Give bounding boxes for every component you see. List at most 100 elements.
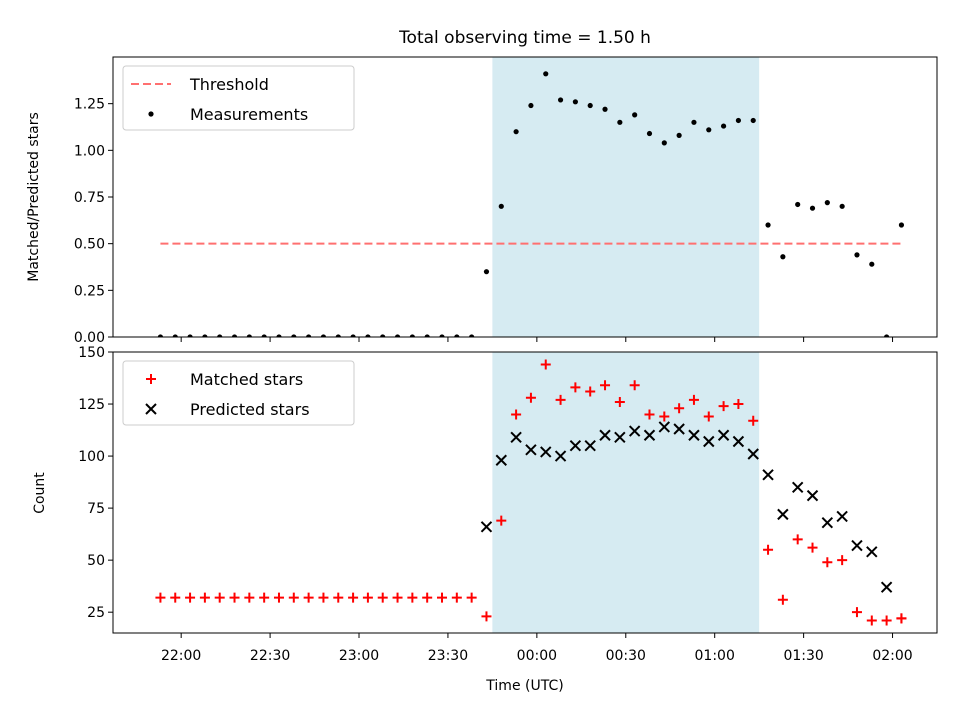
measurement-point xyxy=(602,106,608,112)
measurement-point xyxy=(350,334,356,337)
predicted-star-point xyxy=(643,429,656,441)
measurement-point xyxy=(646,130,653,137)
bottom-panel: 25 50 75 100 125 150 22:00 22:30 23:00 23:30 00:00… xyxy=(78,345,938,664)
x-tick-label: 22:30 xyxy=(250,648,290,664)
x-tick-label: 01:30 xyxy=(783,648,823,664)
shaded-span xyxy=(492,352,760,633)
matched-star-point xyxy=(511,409,522,420)
predicted-star-point xyxy=(614,431,626,444)
measurement-point xyxy=(172,334,178,337)
bottom-y-axis-label: Count xyxy=(32,472,48,514)
legend-label: Matched stars xyxy=(190,370,303,389)
matched-star-point xyxy=(199,592,210,603)
predicted-star-point xyxy=(599,429,611,441)
measurement-point xyxy=(676,132,682,138)
measurement-point xyxy=(884,334,890,337)
measurement-point xyxy=(394,334,401,337)
predicted-star-point xyxy=(791,481,804,494)
predicted-star-point xyxy=(866,546,878,558)
measurement-point xyxy=(202,334,208,337)
axes-frame xyxy=(112,56,938,338)
predicted-star-point xyxy=(836,510,848,523)
legend-matched-swatch xyxy=(146,374,156,384)
matched-star-point xyxy=(555,394,566,405)
measurement-point xyxy=(276,334,282,337)
matched-star-point xyxy=(451,592,462,603)
measurement-point xyxy=(795,201,801,208)
y-tick-label: 0.25 xyxy=(74,283,105,299)
chart-title: Total observing time = 1.50 h xyxy=(398,28,651,48)
measurement-point xyxy=(587,102,593,109)
matched-star-point xyxy=(496,515,507,526)
measurement-point xyxy=(231,334,238,337)
predicted-star-point xyxy=(821,516,834,529)
matched-star-point xyxy=(807,542,818,553)
measurement-point xyxy=(898,222,905,228)
x-tick-label: 23:00 xyxy=(339,648,379,664)
matched-star-point xyxy=(185,592,196,603)
matched-star-point xyxy=(659,411,670,422)
plot-area xyxy=(157,71,905,337)
matched-star-point xyxy=(303,592,314,603)
matched-star-point xyxy=(748,415,759,426)
legend-box xyxy=(122,360,355,426)
predicted-star-point xyxy=(525,444,537,456)
matched-star-point xyxy=(229,592,240,603)
predicted-star-point xyxy=(880,581,893,593)
top-panel: 0.00 0.25 0.50 0.75 1.00 1.25 Threshold Measure… xyxy=(74,56,938,346)
y-tick-label: 0.50 xyxy=(74,237,105,253)
measurement-point xyxy=(780,254,786,260)
measurement-point xyxy=(750,117,756,124)
matched-star-point xyxy=(422,592,433,603)
matched-star-point xyxy=(703,411,714,422)
axes-frame xyxy=(112,351,938,634)
matched-star-point xyxy=(896,613,907,624)
measurement-point xyxy=(380,334,386,337)
matched-star-point xyxy=(614,396,625,407)
predicted-star-point xyxy=(777,508,789,521)
predicted-star-point xyxy=(762,469,774,481)
matched-star-point xyxy=(362,592,373,603)
y-tick-label: 75 xyxy=(87,501,105,517)
matched-star-point xyxy=(837,555,848,566)
legend: Matched stars Predicted stars xyxy=(122,360,355,426)
matched-star-point xyxy=(437,592,448,603)
measurement-point xyxy=(706,127,712,133)
legend-label: Predicted stars xyxy=(190,400,310,419)
matched-star-point xyxy=(688,394,699,405)
predicted-star-point xyxy=(747,448,759,460)
y-tick-label: 150 xyxy=(78,345,105,361)
matched-star-point xyxy=(851,607,862,618)
y-tick-label: 1.25 xyxy=(74,97,105,113)
shaded-span xyxy=(492,57,760,337)
matched-star-point xyxy=(333,592,344,603)
matched-star-point xyxy=(644,409,655,420)
predicted-star-point xyxy=(703,435,715,448)
measurement-point xyxy=(320,334,327,337)
predicted-star-point xyxy=(540,446,552,458)
measurement-point xyxy=(543,71,549,77)
matched-star-point xyxy=(674,403,685,414)
measurement-point xyxy=(187,334,193,337)
predicted-star-point xyxy=(732,435,745,448)
matched-star-point xyxy=(155,592,166,603)
measurement-point xyxy=(661,140,667,146)
x-tick-label: 00:00 xyxy=(517,648,557,664)
x-tick-label: 23:30 xyxy=(428,648,468,664)
measurement-point xyxy=(498,203,504,209)
matched-star-point xyxy=(822,557,833,568)
measurement-point xyxy=(528,102,534,109)
x-tick-label: 22:00 xyxy=(161,648,201,664)
measurement-point xyxy=(291,334,297,337)
matched-star-point xyxy=(777,594,788,605)
measurement-point xyxy=(217,334,223,337)
measurement-point xyxy=(409,334,415,337)
measurement-point xyxy=(632,112,638,118)
measurement-point xyxy=(557,97,564,103)
matched-star-point xyxy=(377,592,388,603)
measurement-point xyxy=(824,200,830,206)
y-tick-label: 1.00 xyxy=(74,143,105,159)
measurement-point xyxy=(157,334,164,337)
x-axis-label: Time (UTC) xyxy=(485,678,563,694)
